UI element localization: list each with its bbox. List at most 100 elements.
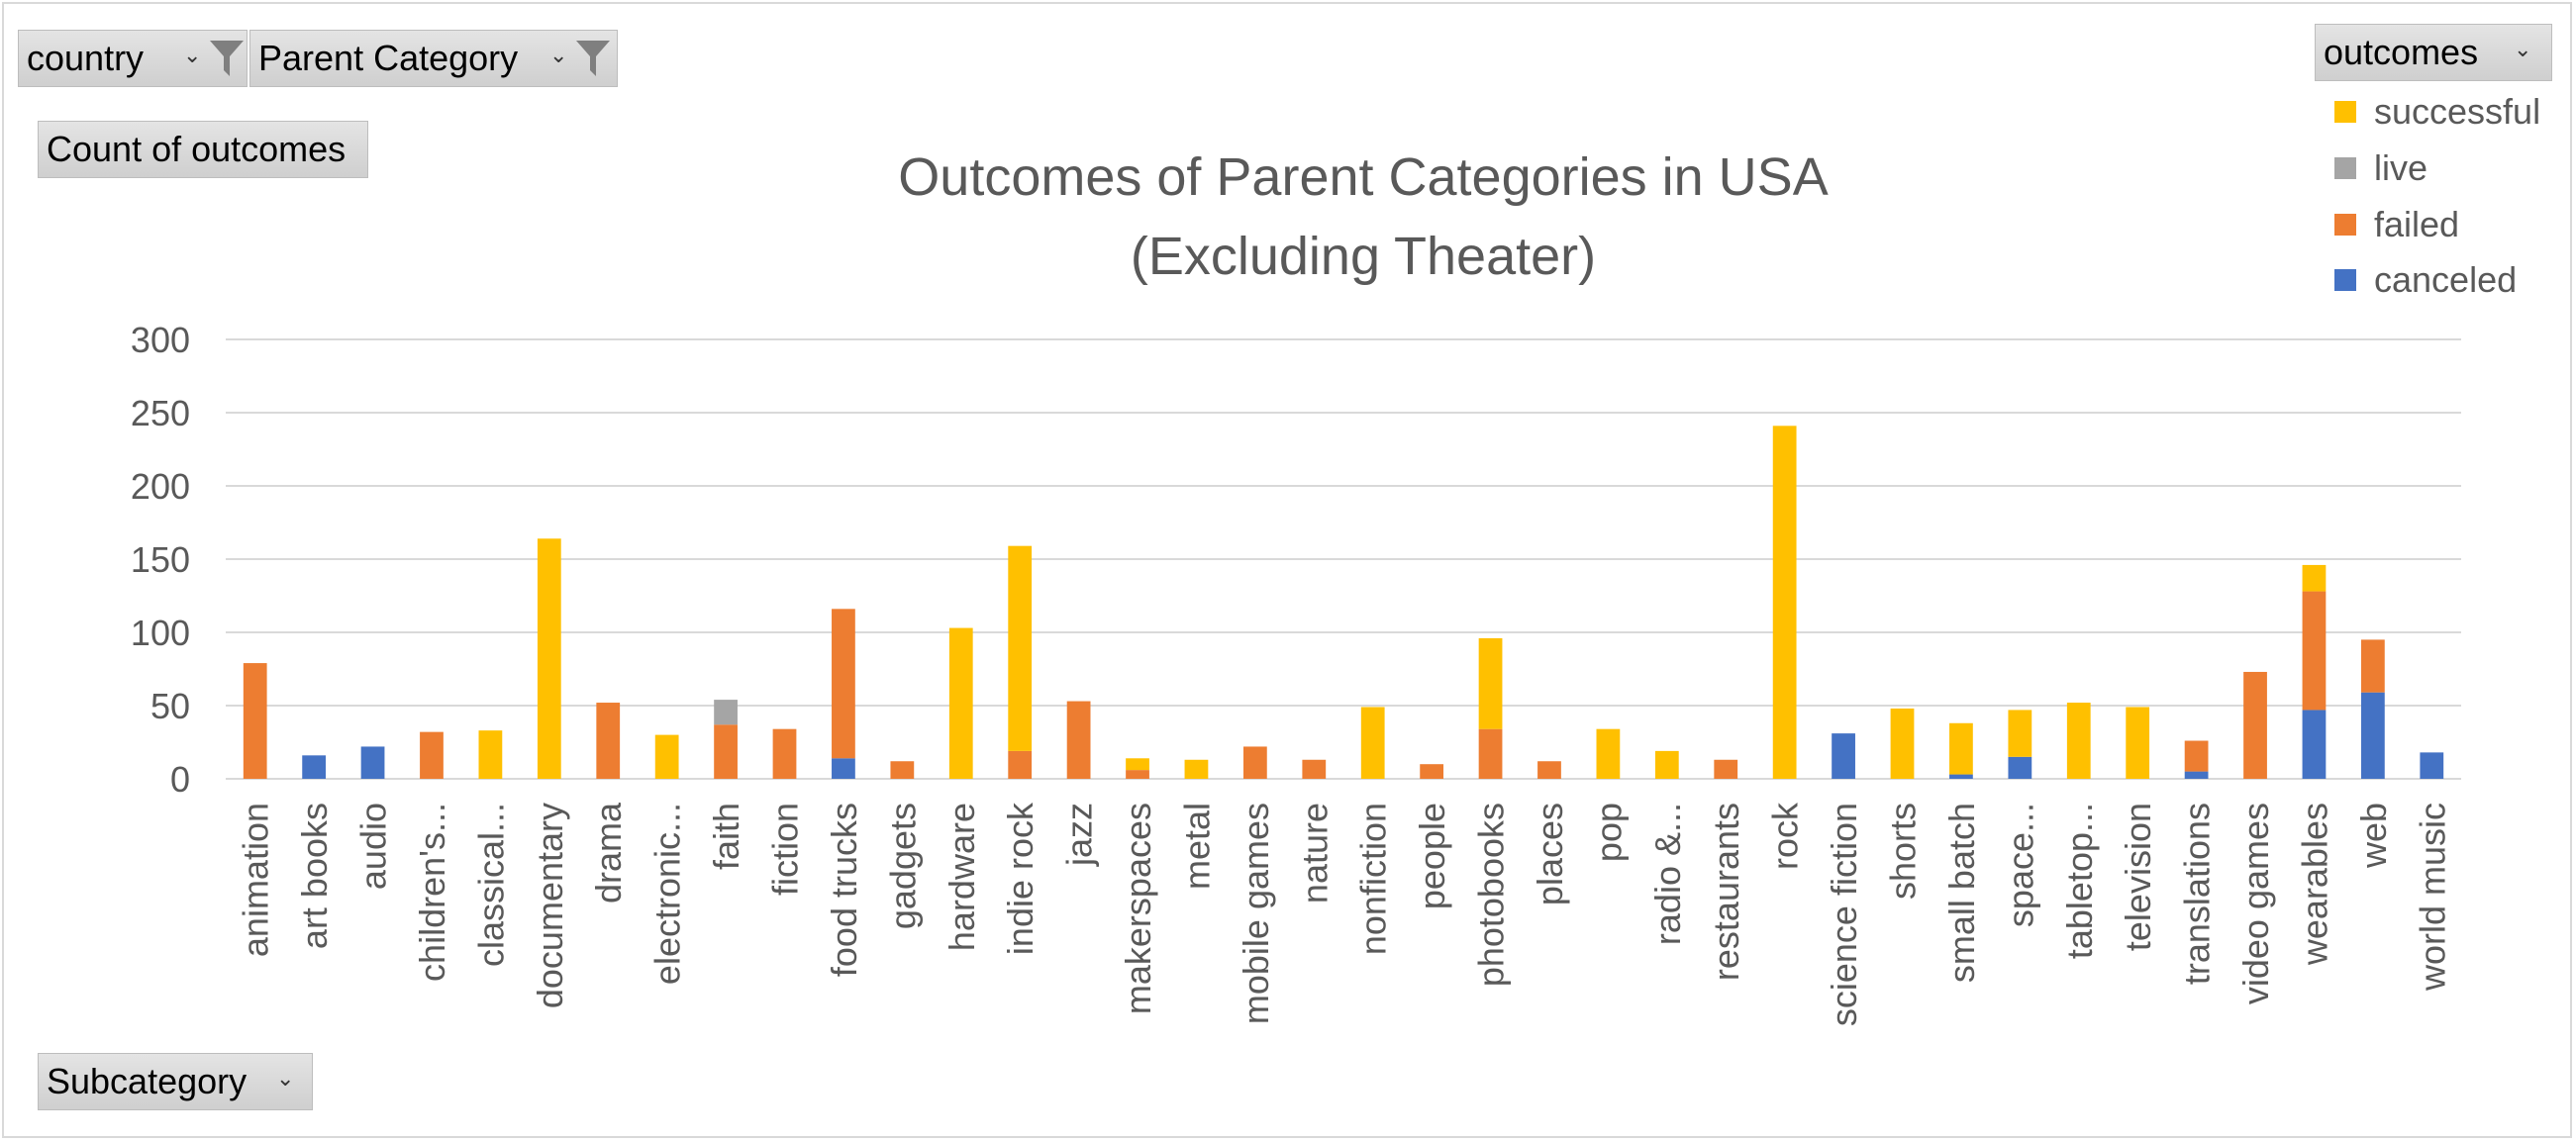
bar-successful[interactable] [1772, 426, 1797, 779]
x-tick-label: world music [2412, 803, 2452, 992]
chevron-down-icon: ⌄ [183, 43, 202, 67]
chart-subtitle: (Excluding Theater) [1131, 227, 1596, 286]
x-tick-label: tabletop... [2059, 803, 2100, 959]
y-tick-label: 250 [131, 393, 190, 433]
x-tick-label: people [1412, 803, 1452, 909]
x-tick-label: electronic... [647, 803, 688, 985]
chevron-down-icon: ⌄ [549, 43, 568, 67]
bar-failed[interactable] [714, 724, 738, 779]
outcomes-legend-field-button[interactable]: outcomes ⌄ [2315, 24, 2552, 81]
legend-item-successful[interactable]: successful [2334, 91, 2540, 133]
parent-category-filter-button[interactable]: Parent Category ⌄ [249, 30, 618, 87]
bar-successful[interactable] [1890, 708, 1915, 779]
x-tick-label: web [2353, 803, 2394, 869]
bar-failed[interactable] [2184, 740, 2209, 772]
legend-label: canceled [2374, 259, 2518, 300]
bar-canceled[interactable] [2184, 771, 2209, 779]
bar-failed[interactable] [2243, 671, 2267, 779]
chart-title: Outcomes of Parent Categories in USA [898, 147, 1828, 207]
x-tick-label: children's... [412, 803, 452, 982]
x-tick-label: photobooks [1471, 803, 1512, 987]
x-tick-label: space... [2000, 803, 2040, 927]
bar-successful[interactable] [2066, 703, 2091, 779]
bar-successful[interactable] [654, 734, 679, 779]
bar-successful[interactable] [1360, 707, 1385, 779]
bar-successful[interactable] [1654, 750, 1679, 779]
x-tick-label: animation [236, 803, 276, 957]
bar-successful[interactable] [2008, 710, 2032, 757]
bar-canceled[interactable] [2420, 752, 2444, 779]
bar-failed[interactable] [1537, 761, 1561, 779]
bar-failed[interactable] [890, 761, 915, 779]
bar-successful[interactable] [1008, 545, 1033, 751]
bar-failed[interactable] [772, 728, 797, 779]
bar-canceled[interactable] [1949, 774, 1973, 779]
subcategory-axis-field-label: Subcategory [47, 1061, 248, 1101]
legend-swatch-canceled [2334, 269, 2356, 291]
bar-successful[interactable] [948, 627, 973, 779]
legend-item-failed[interactable]: failed [2334, 204, 2459, 245]
bar-successful[interactable] [2302, 564, 2327, 592]
bar-canceled[interactable] [1832, 733, 1855, 779]
bar-canceled[interactable] [2008, 756, 2032, 779]
bar-successful[interactable] [1478, 637, 1503, 729]
bar-failed[interactable] [420, 731, 444, 779]
legend-item-canceled[interactable]: canceled [2334, 259, 2517, 301]
x-tick-label: science fiction [1824, 803, 1864, 1026]
x-tick-label: small batch [1941, 803, 1982, 983]
bar-successful[interactable] [1126, 758, 1149, 771]
bar-failed[interactable] [1302, 759, 1327, 779]
parent-category-filter-label: Parent Category [258, 38, 519, 78]
bar-successful[interactable] [2126, 707, 2150, 779]
bar-failed[interactable] [243, 663, 267, 779]
x-tick-label: rock [1765, 802, 1806, 870]
x-tick-label: gadgets [882, 803, 923, 929]
x-tick-label: pop [1588, 803, 1629, 862]
values-field-button[interactable]: Count of outcomes [38, 121, 368, 178]
legend-swatch-successful [2334, 101, 2356, 123]
bar-successful[interactable] [1596, 728, 1621, 779]
y-tick-label: 200 [131, 466, 190, 507]
x-tick-label: nature [1294, 803, 1335, 904]
legend-swatch-failed [2334, 214, 2356, 236]
country-filter-button[interactable]: country ⌄ [18, 30, 248, 87]
x-tick-label: hardware [941, 803, 982, 951]
legend-label: failed [2374, 204, 2460, 244]
subcategory-axis-field-button[interactable]: Subcategory ⌄ [38, 1053, 313, 1110]
bar-failed[interactable] [2302, 591, 2327, 711]
bar-successful[interactable] [478, 730, 503, 779]
x-tick-label: classical... [470, 803, 511, 967]
bar-successful[interactable] [1184, 759, 1209, 779]
bar-canceled[interactable] [832, 758, 855, 779]
x-tick-label: fiction [765, 803, 806, 896]
bar-failed[interactable] [1126, 770, 1149, 779]
chevron-down-icon: ⌄ [276, 1066, 295, 1091]
bar-successful[interactable] [537, 538, 561, 779]
bar-failed[interactable] [2360, 639, 2385, 693]
x-tick-label: wearables [2294, 803, 2334, 966]
bar-failed[interactable] [1066, 701, 1091, 779]
y-tick-label: 300 [131, 320, 190, 360]
x-tick-label: faith [706, 803, 746, 870]
bar-canceled[interactable] [360, 746, 385, 779]
bar-successful[interactable] [1949, 722, 1973, 775]
x-tick-label: shorts [1883, 803, 1924, 900]
bar-failed[interactable] [1242, 746, 1267, 779]
bar-failed[interactable] [1420, 764, 1444, 779]
y-tick-label: 50 [150, 686, 190, 726]
country-filter-label: country [27, 38, 145, 78]
bar-failed[interactable] [1714, 759, 1738, 779]
bar-canceled[interactable] [2360, 692, 2385, 779]
legend-item-live[interactable]: live [2334, 147, 2427, 189]
bar-failed[interactable] [832, 609, 855, 759]
legend-swatch-live [2334, 157, 2356, 179]
bar-failed[interactable] [1478, 728, 1503, 779]
x-tick-label: radio &... [1647, 803, 1688, 945]
bar-canceled[interactable] [302, 755, 327, 779]
bar-live[interactable] [714, 700, 738, 725]
bar-canceled[interactable] [2302, 710, 2327, 779]
bar-failed[interactable] [1008, 750, 1033, 779]
bar-failed[interactable] [596, 703, 621, 779]
